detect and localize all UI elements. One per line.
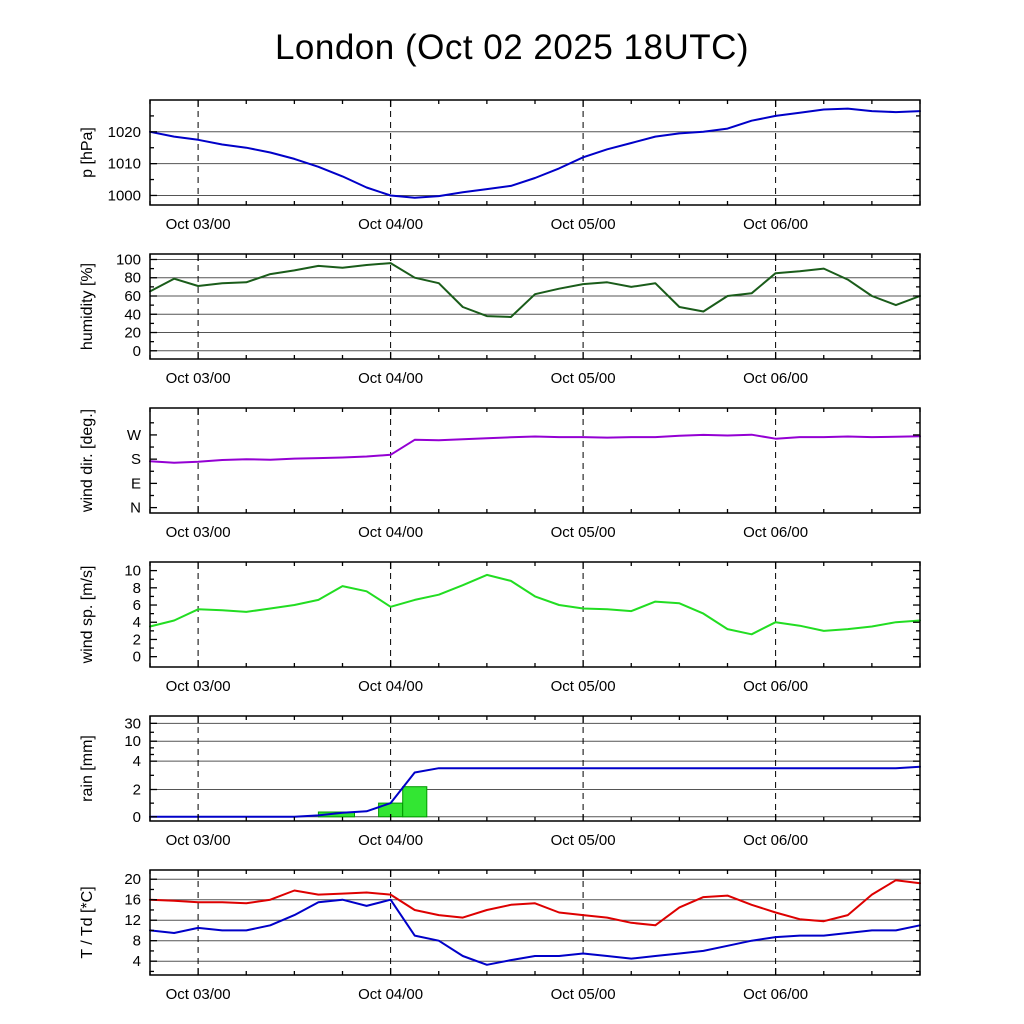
y-axis-title-pressure: p [hPa] bbox=[79, 127, 96, 178]
y-tick-label: 1020 bbox=[108, 124, 141, 141]
y-tick-label: 60 bbox=[124, 288, 141, 305]
x-tick-label: Oct 03/00 bbox=[166, 832, 231, 849]
x-tick-label: Oct 03/00 bbox=[166, 678, 231, 695]
y-tick-label: 0 bbox=[133, 809, 141, 826]
temperature-line bbox=[149, 879, 921, 927]
y-tick-label: N bbox=[130, 500, 141, 517]
panel-pressure: 1000 1010 1020 p [hPa] Oct 03/00 Oct 04/00 Oct… bbox=[79, 99, 921, 233]
y-tick-label: 10 bbox=[124, 733, 141, 750]
y-axis-title-humidity: humidity [%] bbox=[79, 263, 96, 350]
y-tick-label: 12 bbox=[124, 912, 141, 929]
y-tick-label: 16 bbox=[124, 892, 141, 909]
x-tick-label: Oct 06/00 bbox=[743, 370, 808, 387]
x-tick-label: Oct 06/00 bbox=[743, 986, 808, 1003]
dewpoint-line bbox=[149, 898, 921, 966]
x-tick-label: Oct 06/00 bbox=[743, 832, 808, 849]
x-tick-label: Oct 04/00 bbox=[358, 216, 423, 233]
y-tick-label: 6 bbox=[133, 597, 141, 614]
y-tick-label: 4 bbox=[133, 614, 141, 631]
x-tick-label: Oct 05/00 bbox=[551, 524, 616, 541]
x-tick-label: Oct 06/00 bbox=[743, 524, 808, 541]
x-tick-label: Oct 04/00 bbox=[358, 524, 423, 541]
y-tick-label: 2 bbox=[133, 782, 141, 799]
y-tick-label: W bbox=[127, 427, 142, 444]
humidity-line bbox=[149, 262, 921, 318]
y-tick-label: 4 bbox=[133, 753, 141, 770]
rain-accumulated-line bbox=[149, 765, 921, 818]
y-axis-title-temperature: T / Td [*C] bbox=[79, 886, 96, 958]
panel-frame bbox=[149, 253, 921, 360]
y-tick-label: 30 bbox=[124, 715, 141, 732]
x-tick-label: Oct 05/00 bbox=[551, 832, 616, 849]
x-tick-label: Oct 03/00 bbox=[166, 986, 231, 1003]
x-tick-label: Oct 05/00 bbox=[551, 370, 616, 387]
y-tick-label: 0 bbox=[133, 649, 141, 666]
y-tick-label: 0 bbox=[133, 343, 141, 360]
x-tick-label: Oct 06/00 bbox=[743, 678, 808, 695]
rain-3h-bar bbox=[402, 786, 428, 818]
panel-frame bbox=[149, 869, 921, 976]
x-tick-label: Oct 04/00 bbox=[358, 832, 423, 849]
y-tick-label: 80 bbox=[124, 270, 141, 287]
x-tick-label: Oct 03/00 bbox=[166, 216, 231, 233]
wind-direction-line bbox=[149, 433, 921, 464]
y-tick-label: 1000 bbox=[108, 188, 141, 205]
x-tick-label: Oct 06/00 bbox=[743, 216, 808, 233]
x-tick-label: Oct 03/00 bbox=[166, 370, 231, 387]
panel-temperature: 4 8 12 16 20 T / Td [*C] Oct 03/00 Oct 04/00 Oct… bbox=[79, 869, 921, 1003]
y-tick-label: 20 bbox=[124, 871, 141, 888]
x-tick-label: Oct 05/00 bbox=[551, 678, 616, 695]
panel-frame bbox=[149, 561, 921, 668]
y-tick-label: 40 bbox=[124, 306, 141, 323]
y-tick-label: 20 bbox=[124, 325, 141, 342]
y-axis-title-wind-speed: wind sp. [m/s] bbox=[79, 566, 96, 665]
pressure-line bbox=[149, 107, 921, 199]
y-tick-label: 10 bbox=[124, 563, 141, 580]
y-tick-label: 4 bbox=[133, 953, 141, 970]
y-tick-label: S bbox=[131, 451, 141, 468]
y-axis-title-wind-direction: wind dir. [deg.] bbox=[79, 409, 96, 513]
x-tick-label: Oct 05/00 bbox=[551, 216, 616, 233]
x-tick-label: Oct 04/00 bbox=[358, 678, 423, 695]
y-tick-label: 100 bbox=[116, 252, 141, 269]
wind-speed-line bbox=[149, 573, 921, 636]
y-tick-label: 2 bbox=[133, 632, 141, 649]
y-axis-title-rain: rain [mm] bbox=[79, 735, 96, 802]
y-tick-label: E bbox=[131, 475, 141, 492]
y-tick-label: 8 bbox=[133, 580, 141, 597]
x-tick-label: Oct 05/00 bbox=[551, 986, 616, 1003]
x-tick-label: Oct 04/00 bbox=[358, 370, 423, 387]
x-tick-label: Oct 03/00 bbox=[166, 524, 231, 541]
y-tick-label: 8 bbox=[133, 933, 141, 950]
x-tick-label: Oct 04/00 bbox=[358, 986, 423, 1003]
chart-title: London (Oct 02 2025 18UTC) bbox=[274, 28, 750, 67]
y-tick-label: 1010 bbox=[108, 156, 141, 173]
